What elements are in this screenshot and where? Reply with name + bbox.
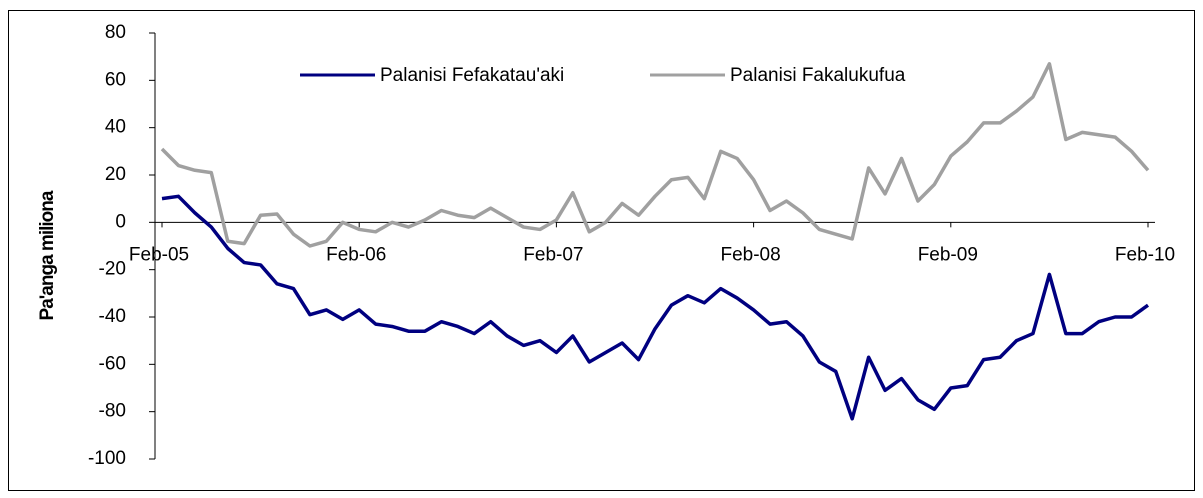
y-tick-label: -60	[99, 353, 126, 374]
y-tick-label: 40	[105, 117, 126, 138]
y-axis-label: Pa'anga miliona	[37, 190, 58, 320]
x-tick-label: Feb-07	[523, 244, 583, 265]
y-tick-label: -40	[99, 306, 126, 327]
x-tick-label: Feb-05	[129, 244, 189, 265]
y-tick-label: 0	[115, 211, 126, 232]
x-tick-label: Feb-10	[1115, 244, 1175, 265]
legend-label: Palanisi Fefakatau'aki	[380, 65, 564, 86]
series-line	[160, 62, 1150, 248]
x-tick-label: Feb-09	[918, 244, 978, 265]
y-tick-label: -100	[88, 448, 126, 469]
series-line	[161, 194, 1150, 421]
y-tick-label: 60	[105, 69, 126, 90]
x-tick-label: Feb-08	[720, 244, 780, 265]
y-tick-label: 80	[105, 22, 126, 43]
y-tick-label: -20	[99, 259, 126, 280]
y-tick-label: -80	[99, 401, 126, 422]
chart-border	[8, 10, 1195, 491]
y-tick-label: 20	[105, 164, 126, 185]
legend-label: Palanisi Fakalukufua	[730, 65, 906, 86]
x-tick-label: Feb-06	[326, 244, 386, 265]
